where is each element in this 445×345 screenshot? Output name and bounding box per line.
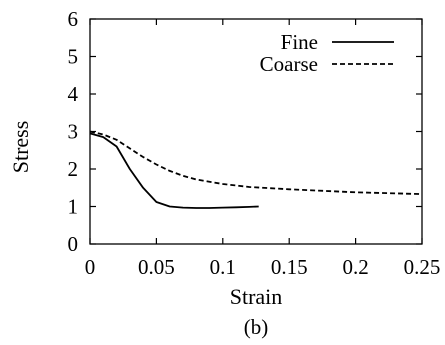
- x-tick-label: 0: [85, 255, 96, 279]
- y-tick-label: 2: [68, 157, 79, 181]
- x-tick-label: 0.25: [404, 255, 441, 279]
- plot-border: [89, 18, 423, 245]
- x-axis-label: Strain: [230, 284, 283, 309]
- y-tick-label: 3: [68, 120, 79, 144]
- y-tick-label: 0: [68, 232, 79, 256]
- y-tick-label: 1: [68, 195, 79, 219]
- x-tick-label: 0.2: [342, 255, 368, 279]
- plot-frame: [89, 18, 423, 245]
- figure-caption: (b): [244, 315, 269, 339]
- x-tick-label: 0.15: [271, 255, 308, 279]
- series-line-fine: [89, 132, 259, 209]
- series-line-coarse: [89, 130, 423, 195]
- x-axis-ticks: 0 0.05 0.1 0.15 0.2 0.25: [85, 19, 441, 279]
- series-layer: [89, 130, 423, 209]
- y-axis-label: Stress: [8, 121, 33, 174]
- y-tick-label: 4: [68, 82, 79, 106]
- y-axis-ticks: 0 1 2 3 4 5 6: [68, 7, 422, 256]
- legend-label-coarse: Coarse: [260, 52, 318, 76]
- y-tick-label: 6: [68, 7, 79, 31]
- x-tick-label: 0.1: [210, 255, 236, 279]
- x-tick-label: 0.05: [138, 255, 175, 279]
- y-tick-label: 5: [68, 45, 79, 69]
- legend-label-fine: Fine: [281, 30, 318, 54]
